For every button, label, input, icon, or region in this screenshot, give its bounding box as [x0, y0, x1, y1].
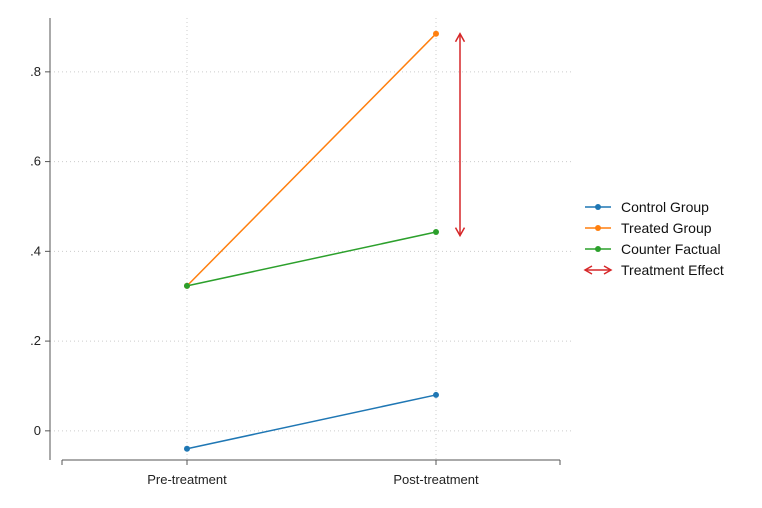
- treated-group-line: [186, 33, 437, 287]
- x-tick-label: Post-treatment: [393, 472, 479, 487]
- arrow-head-top: [454, 32, 466, 43]
- x-tick-label: Pre-treatment: [147, 472, 227, 487]
- control-group-point: [184, 445, 190, 452]
- counter-factual-point: [184, 282, 190, 289]
- legend-marker-counter-factual: [595, 246, 601, 252]
- y-tick-label: .8: [30, 64, 41, 79]
- legend-arrow-left: [583, 265, 593, 275]
- control-group-point: [433, 391, 439, 398]
- legend-marker-control-group: [595, 204, 601, 210]
- series-lines: [184, 30, 439, 452]
- y-tick-label: .6: [30, 154, 41, 169]
- treated-group-point: [433, 30, 439, 37]
- control-group-line: [186, 394, 437, 450]
- axes: 0 .2 .4 .6 .8 Pre-treatment Post-treatment: [30, 18, 561, 487]
- arrow-head-bottom: [454, 227, 466, 238]
- legend-label-treatment-effect: Treatment Effect: [621, 262, 724, 278]
- counter-factual-point: [433, 229, 439, 236]
- treatment-effect-annotation: [454, 32, 466, 238]
- y-tick-label: .2: [30, 333, 41, 348]
- legend-arrow-right: [603, 265, 613, 275]
- legend-label-control-group: Control Group: [621, 199, 709, 215]
- legend: Control Group Treated Group Counter Factua…: [583, 199, 724, 278]
- y-tick-label: 0: [34, 423, 41, 438]
- legend-label-counter-factual: Counter Factual: [621, 241, 721, 257]
- legend-label-treated-group: Treated Group: [621, 220, 712, 236]
- grid-lines: [50, 18, 572, 460]
- counter-factual-line: [186, 231, 437, 287]
- y-tick-label: .4: [30, 243, 41, 258]
- legend-marker-treated-group: [595, 225, 601, 231]
